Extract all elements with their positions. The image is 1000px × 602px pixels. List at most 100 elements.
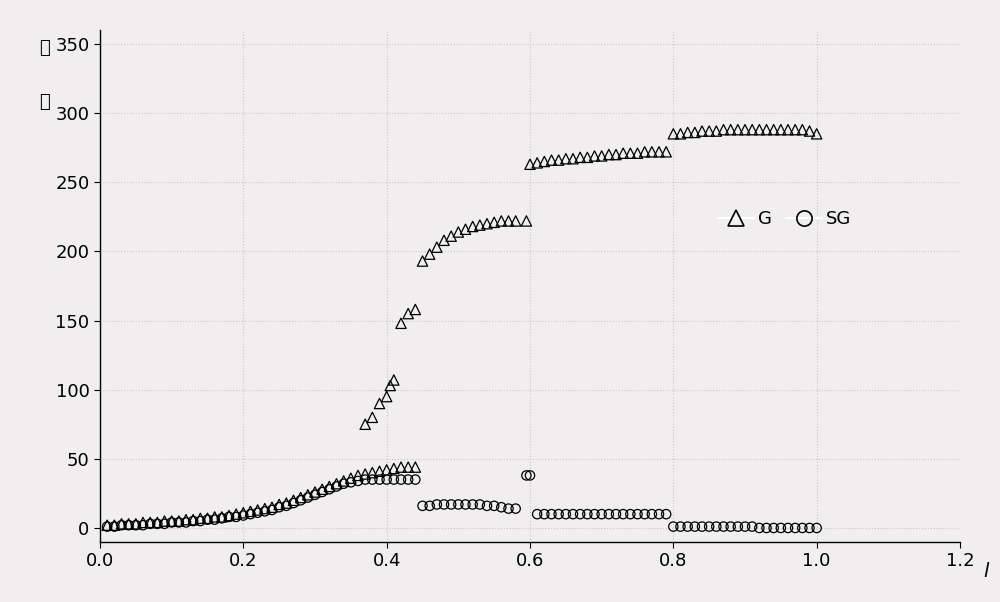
SG [579, 509, 595, 519]
G [407, 462, 423, 472]
SG [171, 518, 187, 527]
SG [307, 490, 323, 500]
SG [651, 509, 667, 519]
SG [429, 500, 445, 509]
SG [493, 503, 509, 512]
SG [518, 471, 534, 480]
G [536, 157, 552, 166]
G [630, 148, 646, 158]
G [766, 125, 782, 134]
G [522, 160, 538, 169]
G [207, 512, 223, 522]
G [185, 515, 201, 524]
SG [759, 523, 775, 533]
G [651, 147, 667, 157]
SG [680, 522, 696, 532]
SG [336, 479, 352, 489]
G [501, 216, 517, 226]
SG [192, 517, 208, 526]
G [321, 482, 337, 491]
G [407, 305, 423, 314]
X-axis label: l: l [983, 562, 988, 582]
G [228, 509, 244, 519]
G [178, 515, 194, 524]
G [364, 468, 380, 477]
SG [242, 509, 258, 519]
G [293, 492, 309, 502]
G [214, 512, 230, 522]
SG [321, 485, 337, 494]
SG [529, 509, 545, 519]
SG [751, 523, 767, 533]
SG [773, 523, 789, 533]
SG [586, 509, 602, 519]
G [594, 151, 610, 161]
SG [809, 523, 825, 533]
G [544, 155, 560, 165]
SG [558, 509, 574, 519]
SG [601, 509, 617, 519]
SG [572, 509, 588, 519]
SG [264, 505, 280, 515]
G [723, 125, 739, 134]
SG [472, 500, 488, 509]
SG [278, 501, 294, 510]
SG [687, 522, 703, 532]
SG [708, 522, 724, 532]
G [644, 147, 660, 157]
G [518, 216, 534, 226]
G [751, 125, 767, 134]
G [759, 125, 775, 134]
G [701, 126, 717, 136]
G [357, 420, 373, 429]
SG [364, 475, 380, 485]
SG [235, 510, 251, 520]
SG [221, 512, 237, 522]
G [450, 227, 466, 237]
G [601, 150, 617, 160]
G [486, 217, 502, 227]
G [773, 125, 789, 134]
SG [156, 519, 173, 529]
SG [501, 504, 517, 514]
SG [393, 475, 409, 485]
SG [271, 503, 287, 512]
G [379, 392, 395, 402]
SG [250, 508, 266, 518]
SG [121, 520, 137, 530]
G [694, 126, 710, 136]
G [372, 467, 388, 476]
G [149, 518, 165, 527]
SG [737, 522, 753, 532]
G [142, 518, 158, 527]
SG [508, 504, 524, 514]
G [393, 462, 409, 472]
SG [106, 522, 122, 532]
G [307, 487, 323, 497]
SG [522, 471, 538, 480]
G [579, 152, 595, 162]
SG [128, 520, 144, 530]
SG [357, 475, 373, 485]
SG [787, 523, 803, 533]
SG [608, 509, 624, 519]
G [586, 151, 602, 161]
SG [200, 515, 216, 524]
G [415, 256, 431, 266]
G [164, 517, 180, 526]
SG [673, 522, 689, 532]
SG [386, 475, 402, 485]
G [257, 504, 273, 514]
SG [207, 515, 223, 524]
SG [730, 522, 746, 532]
SG [185, 517, 201, 526]
SG [99, 522, 115, 532]
G [300, 490, 316, 500]
SG [314, 487, 330, 497]
SG [443, 500, 459, 509]
SG [214, 514, 230, 523]
G [436, 235, 452, 245]
SG [644, 509, 660, 519]
G [121, 519, 137, 529]
G [171, 517, 187, 526]
